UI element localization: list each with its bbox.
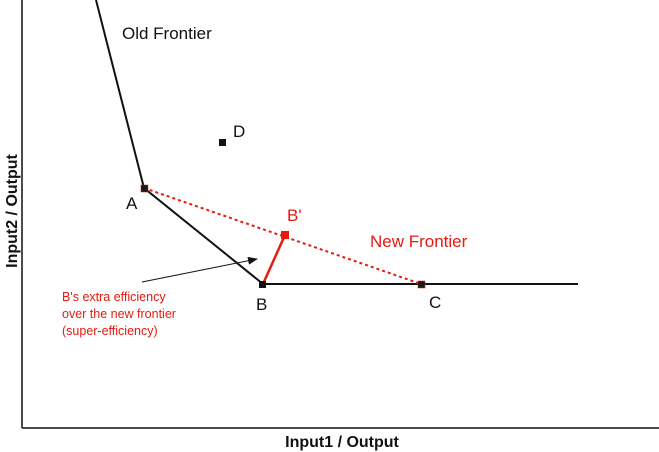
point-a-marker [140, 184, 149, 193]
annotation-line-1: B's extra efficiency [62, 290, 166, 304]
annotation-line-2: over the new frontier [62, 307, 176, 321]
new-frontier-label: New Frontier [370, 232, 468, 251]
y-axis-title: Input2 / Output [4, 153, 21, 267]
point-a-label: A [126, 194, 138, 213]
point-c-marker [417, 280, 426, 289]
point-b-prime-label: B' [287, 206, 302, 225]
annotation-arrow [141, 256, 258, 283]
annotation-line-3: (super-efficiency) [62, 324, 158, 338]
x-axis-title: Input1 / Output [285, 434, 399, 451]
point-d-marker [219, 139, 226, 146]
super-efficiency-segment [261, 234, 287, 285]
point-d-label: D [233, 122, 245, 141]
point-b-label: B [256, 295, 267, 314]
old-frontier-label: Old Frontier [122, 24, 212, 43]
point-b-prime-marker [281, 231, 289, 239]
point-b-marker [259, 281, 266, 288]
point-c-label: C [429, 293, 441, 312]
